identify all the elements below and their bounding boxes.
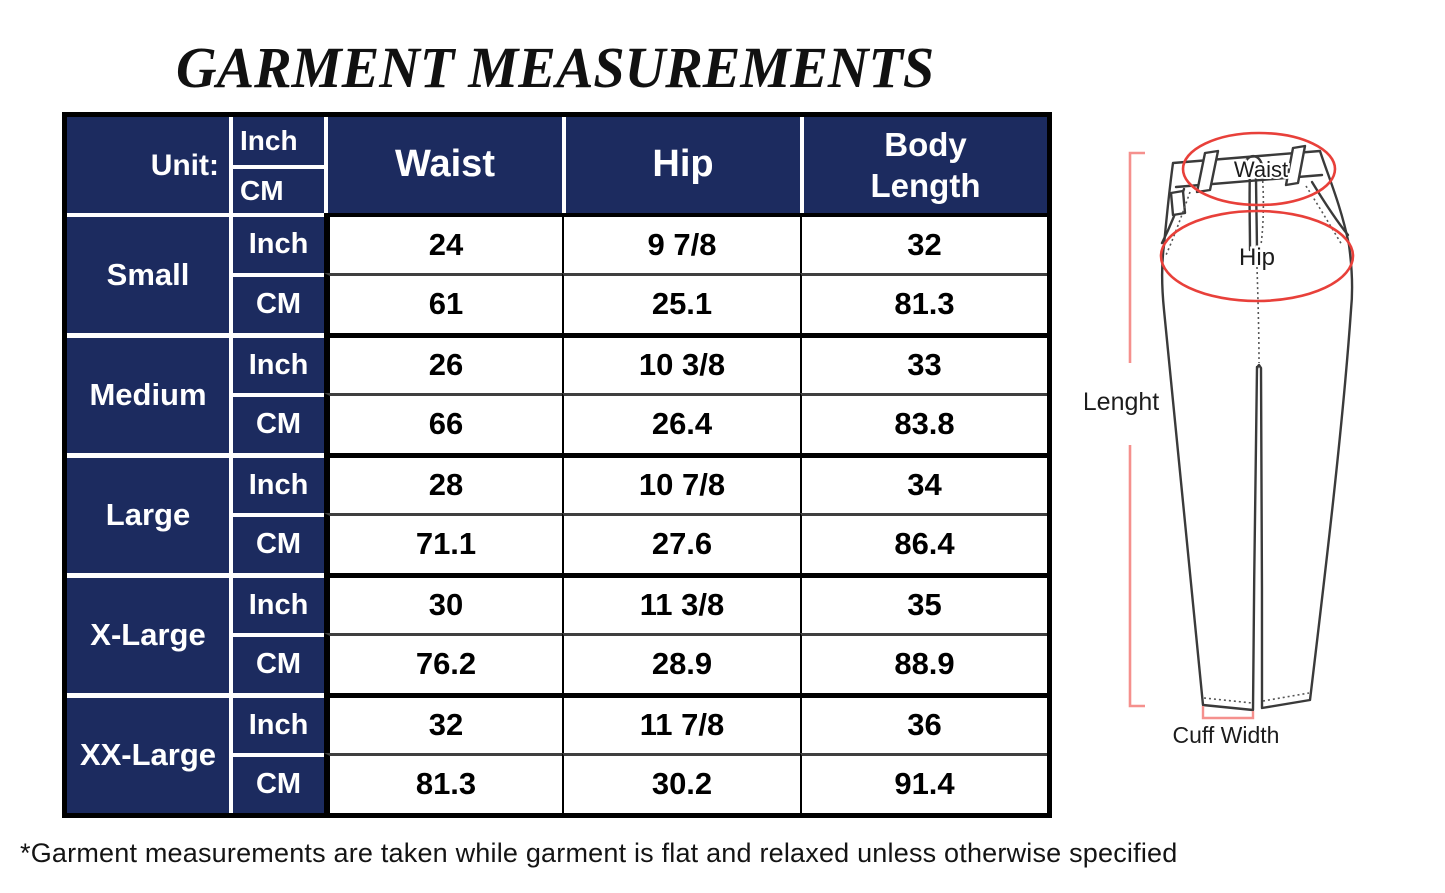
pocket-curve-right <box>1310 180 1350 237</box>
button-curve <box>1242 154 1264 168</box>
belt-loop-right <box>1284 144 1307 187</box>
size-label-large: Large <box>67 453 229 573</box>
column-header-waist: Waist <box>324 117 562 213</box>
size-label-x-large: X-Large <box>67 573 229 693</box>
hip-label: Hip <box>1239 244 1275 271</box>
large-inch-waist-value: 28 <box>324 453 562 513</box>
length-line-top <box>1128 151 1145 363</box>
garment-measurements-table: Unit: Inch CM Waist Hip Body Length Smal… <box>62 112 1052 818</box>
cuff-width-label: Cuff Width <box>1173 722 1280 748</box>
medium-inch-bodylength-value: 33 <box>800 333 1047 393</box>
medium-inch-row-label: Inch <box>229 333 324 393</box>
length-label: Lenght <box>1085 388 1159 416</box>
small-inch-waist-value: 24 <box>324 213 562 273</box>
waist-ellipse <box>1181 131 1337 207</box>
center-seam-stitch <box>1256 266 1260 364</box>
xx-large-cm-waist-value: 81.3 <box>324 753 562 813</box>
pocket-stitch-left <box>1165 191 1191 256</box>
large-cm-hip-value: 27.6 <box>562 513 800 573</box>
page-title: GARMENT MEASUREMENTS <box>176 35 935 100</box>
unit-header-inch: Inch <box>229 117 324 165</box>
medium-cm-bodylength-value: 83.8 <box>800 393 1047 453</box>
medium-cm-row-label: CM <box>229 393 324 453</box>
large-inch-hip-value: 10 7/8 <box>562 453 800 513</box>
size-label-small: Small <box>67 213 229 333</box>
unit-header-label: Unit: <box>67 117 229 213</box>
x-large-inch-row-label: Inch <box>229 573 324 633</box>
large-cm-waist-value: 71.1 <box>324 513 562 573</box>
length-line <box>1128 151 1145 708</box>
column-header-hip: Hip <box>562 117 800 213</box>
x-large-cm-bodylength-value: 88.9 <box>800 633 1047 693</box>
small-cm-waist-value: 61 <box>324 273 562 333</box>
large-inch-row-label: Inch <box>229 453 324 513</box>
small-inch-row-label: Inch <box>229 213 324 273</box>
xx-large-inch-waist-value: 32 <box>324 693 562 753</box>
xx-large-inch-bodylength-value: 36 <box>800 693 1047 753</box>
xx-large-cm-row-label: CM <box>229 753 324 813</box>
small-inch-hip-value: 9 7/8 <box>562 213 800 273</box>
pants-outline <box>1160 144 1354 712</box>
small-cm-bodylength-value: 81.3 <box>800 273 1047 333</box>
x-large-cm-row-label: CM <box>229 633 324 693</box>
large-inch-bodylength-value: 34 <box>800 453 1047 513</box>
small-cm-row-label: CM <box>229 273 324 333</box>
stitch-lines <box>1165 170 1343 704</box>
coin-pocket <box>1169 189 1187 217</box>
column-header-body-length-text: Body Length <box>870 125 981 204</box>
large-cm-bodylength-value: 86.4 <box>800 513 1047 573</box>
belt-loop-left <box>1195 149 1220 194</box>
large-cm-row-label: CM <box>229 513 324 573</box>
medium-cm-hip-value: 26.4 <box>562 393 800 453</box>
pocket-stitch-right <box>1305 185 1343 246</box>
small-cm-hip-value: 25.1 <box>562 273 800 333</box>
cuff-width-bracket <box>1201 706 1255 720</box>
size-label-xx-large: XX-Large <box>67 693 229 813</box>
unit-header-cm: CM <box>229 165 324 213</box>
pants-measurement-diagram: Waist Hip Lenght Cuff Width <box>1085 131 1355 750</box>
length-line-bottom <box>1128 445 1145 708</box>
xx-large-inch-hip-value: 11 7/8 <box>562 693 800 753</box>
fly-stitch <box>1256 170 1265 266</box>
footnote: *Garment measurements are taken while ga… <box>20 838 1178 868</box>
xx-large-cm-hip-value: 30.2 <box>562 753 800 813</box>
hip-ellipse <box>1159 209 1355 303</box>
medium-cm-waist-value: 66 <box>324 393 562 453</box>
size-label-medium: Medium <box>67 333 229 453</box>
x-large-inch-waist-value: 30 <box>324 573 562 633</box>
x-large-inch-bodylength-value: 35 <box>800 573 1047 633</box>
small-inch-bodylength-value: 32 <box>800 213 1047 273</box>
waist-label: Waist <box>1234 157 1288 182</box>
medium-inch-hip-value: 10 3/8 <box>562 333 800 393</box>
column-header-body-length: Body Length <box>800 117 1047 213</box>
xx-large-cm-bodylength-value: 91.4 <box>800 753 1047 813</box>
pants-body-path <box>1160 149 1354 712</box>
hem-stitch-left <box>1203 697 1253 704</box>
x-large-cm-hip-value: 28.9 <box>562 633 800 693</box>
medium-inch-waist-value: 26 <box>324 333 562 393</box>
x-large-inch-hip-value: 11 3/8 <box>562 573 800 633</box>
x-large-cm-waist-value: 76.2 <box>324 633 562 693</box>
xx-large-inch-row-label: Inch <box>229 693 324 753</box>
fly-line-right <box>1254 167 1259 259</box>
